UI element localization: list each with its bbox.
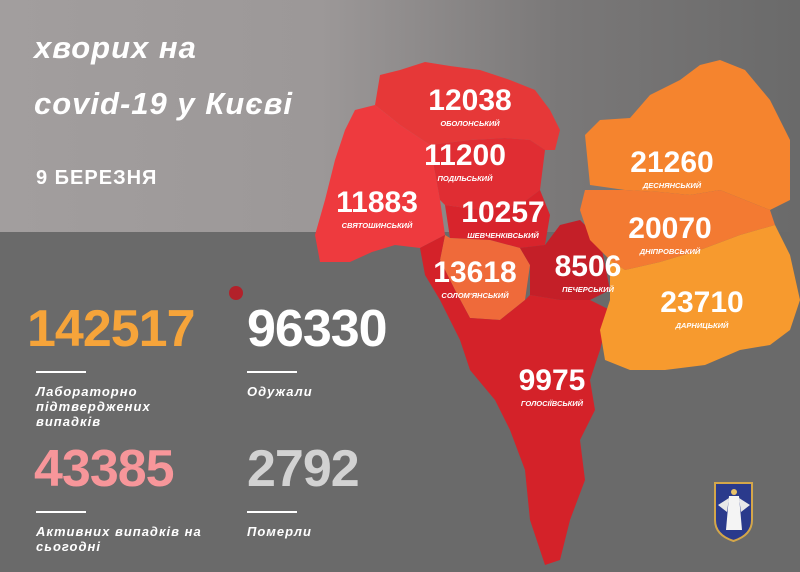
district-name-shevchenkivskyi: ШЕВЧЕНКІВСЬКИЙ: [467, 231, 539, 240]
district-podilskyi: [430, 138, 545, 210]
active-cases-value: 43385: [34, 440, 175, 498]
title-line-1: хворих на: [34, 30, 197, 65]
district-value-solomianskyi: 13618: [433, 256, 516, 289]
district-value-shevchenkivskyi: 10257: [461, 196, 544, 229]
district-shevchenkivskyi: [445, 190, 550, 248]
deaths-value: 2792: [247, 440, 360, 498]
recovered-value: 96330: [247, 300, 388, 358]
district-name-pecherskyi: ПЕЧЕРСЬКИЙ: [562, 285, 614, 294]
divider: [36, 371, 86, 373]
district-name-podilskyi: ПОДІЛЬСЬКИЙ: [438, 174, 494, 183]
recovered-caption: Одужали: [247, 384, 313, 399]
confirmed-cases-caption: Лабораторно підтверджених випадків: [36, 384, 151, 429]
district-value-sviatoshynskyi: 11883: [336, 186, 418, 219]
divider: [36, 511, 86, 513]
district-name-dniprovskyi: ДНІПРОВСЬКИЙ: [639, 247, 701, 256]
district-value-dniprovskyi: 20070: [628, 212, 711, 245]
virus-icon: [229, 286, 243, 300]
district-value-desnianskyi: 21260: [630, 146, 713, 179]
district-sviatoshynskyi: [315, 105, 445, 262]
district-value-holosiivskyi: 9975: [519, 364, 586, 397]
district-value-darnytskyi: 23710: [660, 286, 743, 319]
kyiv-coat-of-arms-icon: [714, 482, 753, 543]
date-label: 9 БЕРЕЗНЯ: [36, 167, 158, 189]
district-desnianskyi: [585, 60, 790, 210]
district-obolonskyi: [375, 62, 560, 150]
district-name-obolonskyi: ОБОЛОНСЬКИЙ: [440, 119, 500, 128]
district-value-podilskyi: 11200: [424, 139, 506, 172]
district-dniprovskyi: [580, 190, 775, 270]
divider: [247, 511, 297, 513]
district-name-sviatoshynskyi: СВЯТОШИНСЬКИЙ: [342, 221, 413, 230]
district-name-darnytskyi: ДАРНИЦЬКИЙ: [675, 321, 729, 330]
district-name-solomianskyi: СОЛОМ'ЯНСЬКИЙ: [441, 291, 509, 300]
district-name-desnianskyi: ДЕСНЯНСЬКИЙ: [642, 181, 702, 190]
district-darnytskyi: [600, 225, 800, 370]
district-solomianskyi: [440, 235, 530, 320]
district-value-obolonskyi: 12038: [428, 84, 511, 117]
district-value-pecherskyi: 8506: [555, 250, 622, 283]
district-pecherskyi: [520, 220, 610, 300]
district-holosiivskyi: [420, 235, 610, 565]
deaths-caption: Померли: [247, 524, 312, 539]
district-name-holosiivskyi: ГОЛОСІЇВСЬКИЙ: [521, 399, 584, 408]
title-line-2: covid-19 у Києві: [34, 86, 294, 121]
active-cases-caption: Активних випадків на сьогодні: [36, 524, 202, 554]
divider: [247, 371, 297, 373]
confirmed-cases-value: 142517: [27, 300, 196, 358]
